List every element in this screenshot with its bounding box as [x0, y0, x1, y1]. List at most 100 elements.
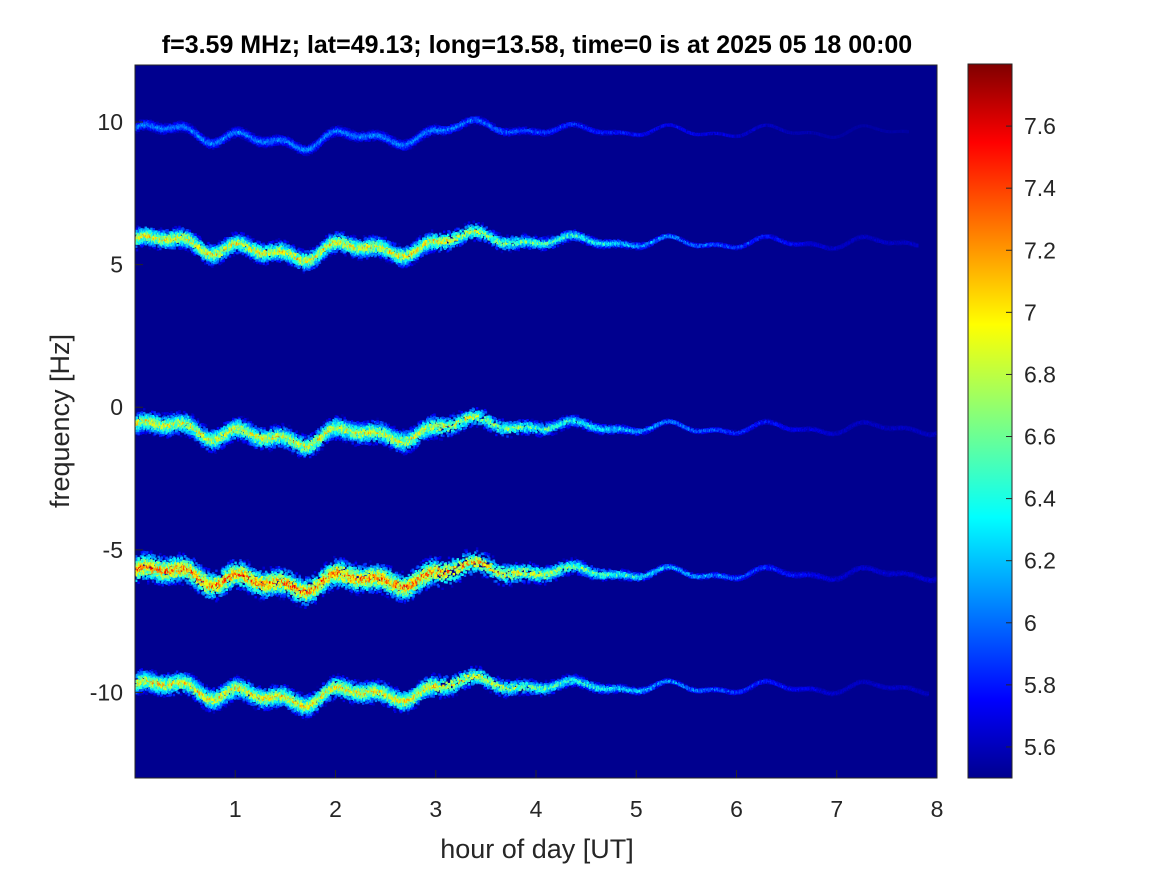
spectral-cell [293, 586, 297, 589]
spectral-cell [451, 585, 454, 588]
spectral-cell [204, 591, 207, 595]
spectral-cell [289, 569, 292, 573]
spectral-cell [382, 570, 385, 573]
spectral-cell [289, 581, 293, 584]
spectral-cell [147, 582, 150, 585]
spectral-cell [208, 595, 212, 599]
spectral-cell [136, 571, 139, 574]
spectral-cell [210, 575, 213, 578]
spectral-cell [156, 574, 160, 578]
spectral-cell [283, 574, 286, 578]
spectral-cell [164, 577, 168, 581]
spectral-cell [333, 581, 336, 585]
spectral-cell [135, 579, 138, 582]
spectral-cell [274, 571, 277, 574]
spectral-cell [330, 586, 334, 589]
spectral-cell [412, 570, 415, 573]
spectral-cell [334, 580, 338, 583]
plot-area [134, 64, 938, 779]
spectral-cell [549, 579, 552, 582]
spectral-cell [506, 577, 509, 581]
spectral-cell [321, 573, 324, 576]
spectral-cell [275, 576, 278, 580]
spectral-cell [313, 577, 317, 581]
spectral-cell [207, 589, 210, 592]
spectral-cell [266, 575, 269, 578]
spectral-cell [248, 561, 251, 564]
trace-band-0 [135, 547, 937, 609]
spectral-cell [601, 579, 605, 582]
spectral-cell [235, 576, 238, 580]
spectral-cell [264, 581, 267, 584]
spectral-cell [238, 566, 241, 569]
spectral-cell [220, 569, 224, 572]
spectral-cell [305, 584, 308, 587]
spectral-cell [184, 568, 188, 571]
spectral-cell [332, 572, 335, 575]
spectral-cell [207, 591, 210, 595]
spectral-cell [264, 570, 268, 574]
spectral-cell [298, 586, 301, 589]
spectral-cell [337, 563, 341, 566]
spectral-cell [478, 554, 481, 557]
spectral-cell [240, 566, 244, 569]
spectral-cell [228, 582, 231, 585]
spectral-cell [305, 582, 308, 585]
spectral-cell [268, 582, 272, 586]
spectral-cell [312, 579, 315, 582]
spectral-cell [141, 555, 144, 558]
spectral-cell [264, 585, 268, 588]
spectral-cell [252, 568, 256, 571]
spectral-cell [251, 573, 254, 576]
spectral-cell [317, 591, 320, 595]
spectral-cell [268, 573, 272, 576]
spectral-cell [344, 564, 347, 567]
spectral-cell [281, 593, 285, 597]
spectral-cell [339, 576, 342, 579]
spectral-cell [480, 568, 484, 571]
spectral-cell [212, 579, 215, 582]
spectral-cell [590, 565, 593, 568]
spectral-cell [142, 569, 145, 573]
spectral-cell [282, 588, 285, 591]
spectral-cell [191, 564, 195, 567]
spectral-cell [333, 578, 336, 582]
spectral-cell [181, 583, 184, 586]
spectral-cell [276, 594, 279, 597]
spectral-cell [316, 593, 319, 596]
spectral-cell [145, 572, 148, 576]
spectral-cell [137, 557, 140, 560]
spectral-cell [175, 565, 178, 568]
spectral-cell [154, 582, 157, 585]
spectral-cell [573, 569, 577, 573]
spectral-cell [353, 584, 356, 587]
spectral-cell [487, 553, 491, 556]
spectral-cell [315, 576, 318, 579]
spectral-cell [207, 570, 210, 573]
spectral-cell [319, 578, 322, 581]
spectral-cell [167, 582, 171, 585]
spectral-cell [475, 549, 479, 553]
spectral-cell [204, 589, 207, 592]
spectral-cell [157, 555, 160, 559]
spectral-cell [224, 578, 227, 581]
spectral-cell [214, 574, 217, 577]
spectral-cell [184, 579, 188, 582]
spectral-cell [189, 564, 192, 567]
spectral-cell [187, 575, 191, 579]
spectral-cell [178, 554, 181, 557]
spectral-cell [257, 585, 261, 588]
spectral-cell [228, 573, 231, 576]
spectral-cell [172, 581, 176, 584]
spectral-cell [135, 555, 138, 558]
spectral-cell [277, 568, 280, 571]
spectral-cell [286, 587, 289, 590]
spectral-cell [152, 556, 155, 559]
spectral-cell [224, 570, 227, 573]
spectral-cell [179, 559, 182, 562]
spectral-cell [369, 560, 372, 563]
spectral-cell [305, 576, 308, 579]
spectral-cell [136, 568, 139, 571]
spectral-cell [221, 567, 224, 571]
spectral-cell [407, 596, 411, 599]
